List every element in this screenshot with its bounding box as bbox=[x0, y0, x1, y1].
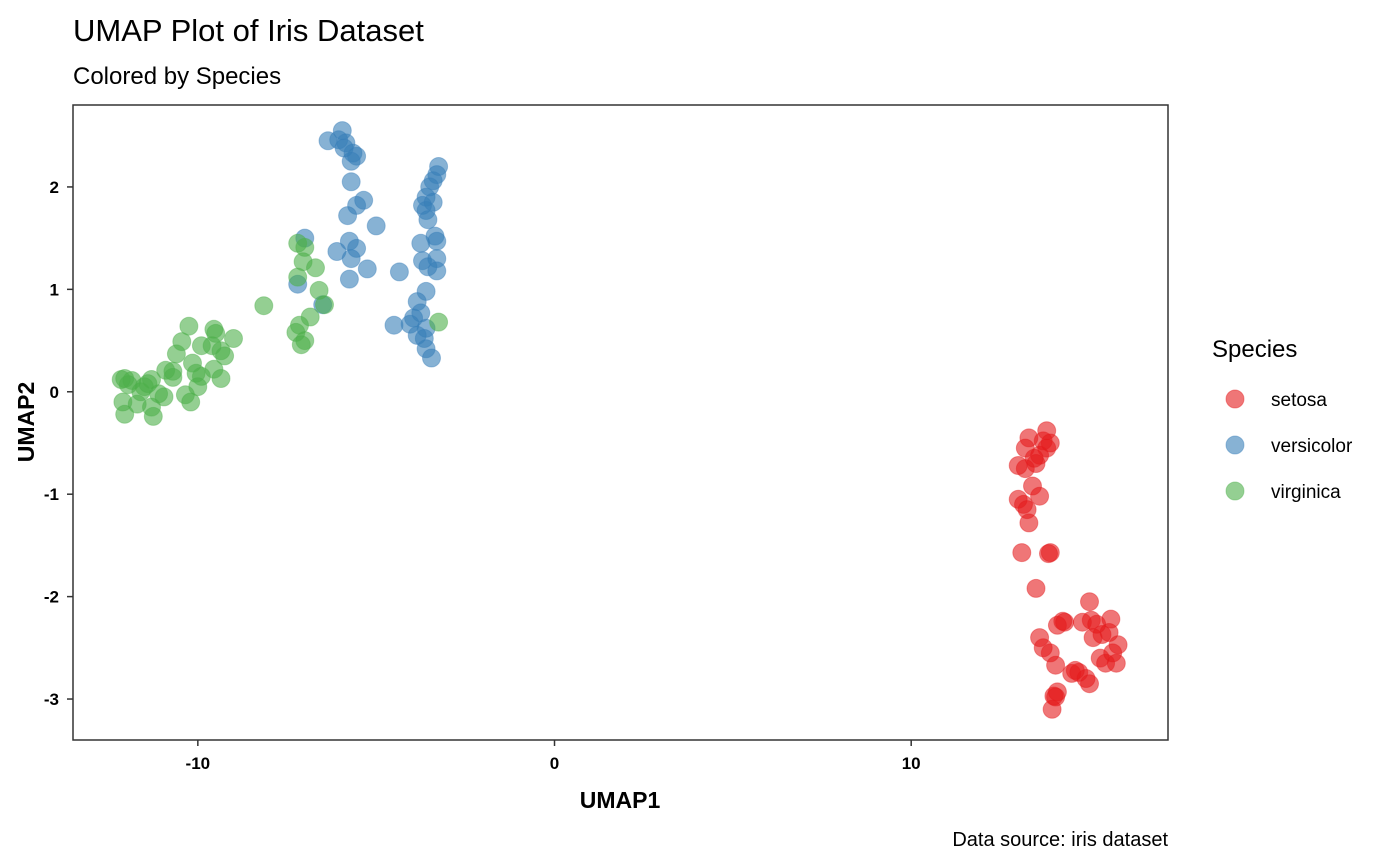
point-virginica-17 bbox=[224, 329, 243, 348]
point-versicolor-33 bbox=[389, 262, 409, 282]
point-virginica-42 bbox=[143, 406, 163, 426]
point-versicolor-27 bbox=[427, 231, 447, 251]
point-versicolor-15 bbox=[341, 249, 361, 269]
point-virginica-47 bbox=[111, 370, 131, 389]
point-setosa-44 bbox=[1017, 500, 1037, 520]
point-virginica-48 bbox=[202, 336, 222, 356]
legend: setosa versicolor virginica bbox=[1225, 389, 1353, 503]
legend-key-virginica bbox=[1225, 481, 1245, 501]
point-setosa-14 bbox=[1012, 543, 1032, 563]
chart-caption: Data source: iris dataset bbox=[952, 829, 1168, 851]
point-virginica-7 bbox=[254, 296, 274, 316]
legend-label-versicolor: versicolor bbox=[1271, 436, 1353, 457]
x-tick-label: 0 bbox=[550, 754, 559, 773]
x-axis-ticks: -10 0 10 bbox=[186, 740, 921, 773]
legend-key-versicolor bbox=[1225, 435, 1245, 455]
legend-key-setosa bbox=[1225, 389, 1245, 409]
point-versicolor-49 bbox=[334, 138, 354, 158]
point-setosa-22 bbox=[1046, 655, 1066, 675]
point-setosa-47 bbox=[1055, 612, 1075, 632]
point-setosa-17 bbox=[1026, 578, 1046, 598]
point-virginica-41 bbox=[115, 404, 135, 424]
point-virginica-3 bbox=[306, 258, 325, 278]
y-tick-label: -1 bbox=[44, 485, 59, 504]
x-tick-label: 10 bbox=[902, 754, 921, 773]
points-layer bbox=[111, 121, 1128, 719]
point-virginica-4 bbox=[288, 267, 308, 287]
y-tick-label: -3 bbox=[44, 690, 59, 709]
point-virginica-14 bbox=[179, 316, 199, 336]
point-versicolor-44 bbox=[422, 348, 441, 368]
point-virginica-45 bbox=[163, 367, 183, 387]
point-versicolor-39 bbox=[384, 315, 404, 335]
point-virginica-6 bbox=[315, 295, 334, 315]
point-versicolor-7 bbox=[341, 172, 361, 192]
point-setosa-48 bbox=[1033, 638, 1053, 658]
legend-title: Species bbox=[1212, 336, 1297, 363]
chart-title: UMAP Plot of Iris Dataset bbox=[73, 13, 424, 48]
point-virginica-46 bbox=[191, 366, 211, 386]
point-virginica-43 bbox=[154, 387, 174, 407]
plot-panel-border bbox=[72, 104, 1169, 741]
point-versicolor-11 bbox=[366, 216, 386, 236]
point-setosa-43 bbox=[1103, 643, 1123, 663]
point-versicolor-16 bbox=[357, 259, 377, 279]
point-versicolor-10 bbox=[338, 206, 358, 226]
legend-label-virginica: virginica bbox=[1271, 482, 1341, 503]
y-tick-label: 0 bbox=[50, 383, 59, 402]
point-setosa-28 bbox=[1042, 699, 1062, 719]
point-virginica-13 bbox=[429, 312, 449, 332]
y-axis-title: UMAP2 bbox=[13, 382, 39, 463]
point-virginica-12 bbox=[291, 335, 311, 355]
y-tick-label: -2 bbox=[44, 588, 59, 607]
point-setosa-49 bbox=[1065, 660, 1085, 680]
point-setosa-1 bbox=[1008, 456, 1028, 475]
legend-label-setosa: setosa bbox=[1271, 390, 1327, 411]
x-axis-title: UMAP1 bbox=[580, 787, 661, 813]
y-tick-label: 1 bbox=[50, 280, 59, 299]
point-virginica-28 bbox=[211, 369, 231, 388]
point-versicolor-17 bbox=[339, 269, 359, 289]
point-setosa-16 bbox=[1039, 544, 1058, 564]
x-tick-label: -10 bbox=[186, 754, 211, 773]
point-setosa-45 bbox=[1024, 448, 1044, 468]
point-virginica-49 bbox=[138, 374, 158, 394]
point-setosa-36 bbox=[1101, 609, 1121, 629]
point-versicolor-25 bbox=[418, 210, 438, 230]
point-setosa-46 bbox=[1040, 433, 1060, 453]
point-setosa-12 bbox=[1030, 486, 1050, 506]
point-virginica-22 bbox=[215, 346, 235, 366]
point-virginica-40 bbox=[181, 392, 201, 412]
point-versicolor-28 bbox=[411, 233, 431, 253]
y-tick-label: 2 bbox=[50, 178, 59, 197]
y-axis-ticks: -3 -2 -1 0 1 2 bbox=[44, 178, 73, 709]
point-virginica-21 bbox=[166, 344, 186, 364]
point-versicolor-32 bbox=[427, 261, 447, 281]
chart-subtitle: Colored by Species bbox=[73, 63, 281, 90]
point-versicolor-48 bbox=[423, 192, 443, 212]
point-setosa-30 bbox=[1080, 592, 1099, 612]
